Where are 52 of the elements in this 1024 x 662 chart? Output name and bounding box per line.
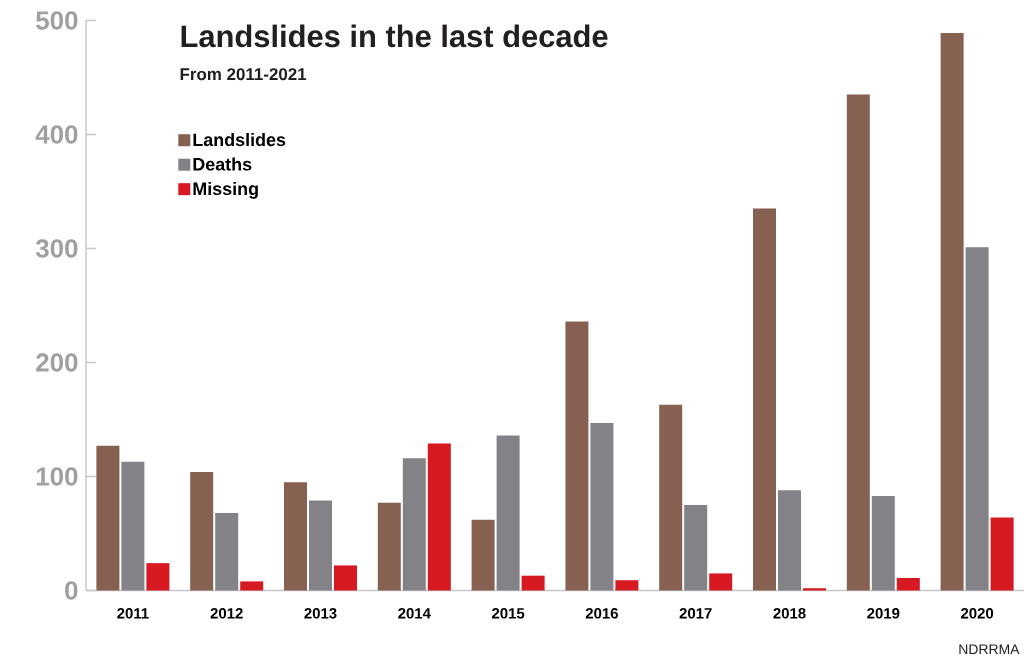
bar (215, 512, 239, 591)
x-tick-label: 2017 (679, 608, 712, 619)
x-tick-label: 2018 (773, 608, 806, 619)
bar (615, 580, 639, 591)
y-tick-label: 500 (36, 11, 78, 30)
legend-label: Landslides (193, 132, 286, 147)
bar (471, 519, 495, 591)
text: NDRRMA (959, 644, 1020, 654)
x-tick-label: 2016 (585, 608, 618, 619)
bar (778, 490, 802, 591)
bar (146, 563, 170, 591)
bar (684, 505, 708, 591)
bar (753, 208, 776, 591)
bar (990, 517, 1014, 591)
bar (190, 471, 214, 591)
x-tick-label: 2012 (210, 608, 243, 619)
bar (427, 443, 451, 591)
bar (940, 33, 964, 591)
bar (334, 565, 357, 591)
bar (709, 573, 733, 591)
bar (521, 575, 545, 591)
bar (284, 482, 307, 591)
bar (565, 321, 589, 591)
x-tick-label: 2015 (492, 608, 525, 619)
legend-label: Deaths (193, 157, 252, 171)
bar (803, 588, 827, 591)
bar (659, 404, 683, 591)
bar (377, 502, 401, 591)
bar (965, 247, 989, 591)
bar (871, 495, 895, 591)
x-tick-label: 2019 (867, 608, 900, 619)
chart-title: Landslides in the last decade (181, 24, 608, 48)
x-tick-label: 2011 (117, 608, 149, 619)
bar (496, 435, 520, 591)
y-tick-label: 400 (35, 125, 78, 144)
bar (896, 577, 920, 591)
bar (240, 581, 264, 591)
legend-label: Missing (193, 181, 258, 199)
y-tick-label: 100 (36, 467, 78, 486)
bar (309, 500, 332, 591)
bar (402, 458, 426, 591)
x-tick-label: 2020 (961, 608, 994, 619)
x-tick-label: 2013 (304, 608, 337, 619)
bar (96, 445, 120, 591)
y-tick-label: 200 (36, 353, 78, 372)
y-tick-label: 300 (35, 239, 78, 258)
x-tick-label: 2014 (398, 608, 431, 619)
bar (846, 94, 870, 591)
bar (121, 461, 145, 591)
y-tick-label: 0 (65, 581, 78, 600)
bar (590, 422, 614, 591)
text: From 2011-2021 (180, 68, 307, 81)
